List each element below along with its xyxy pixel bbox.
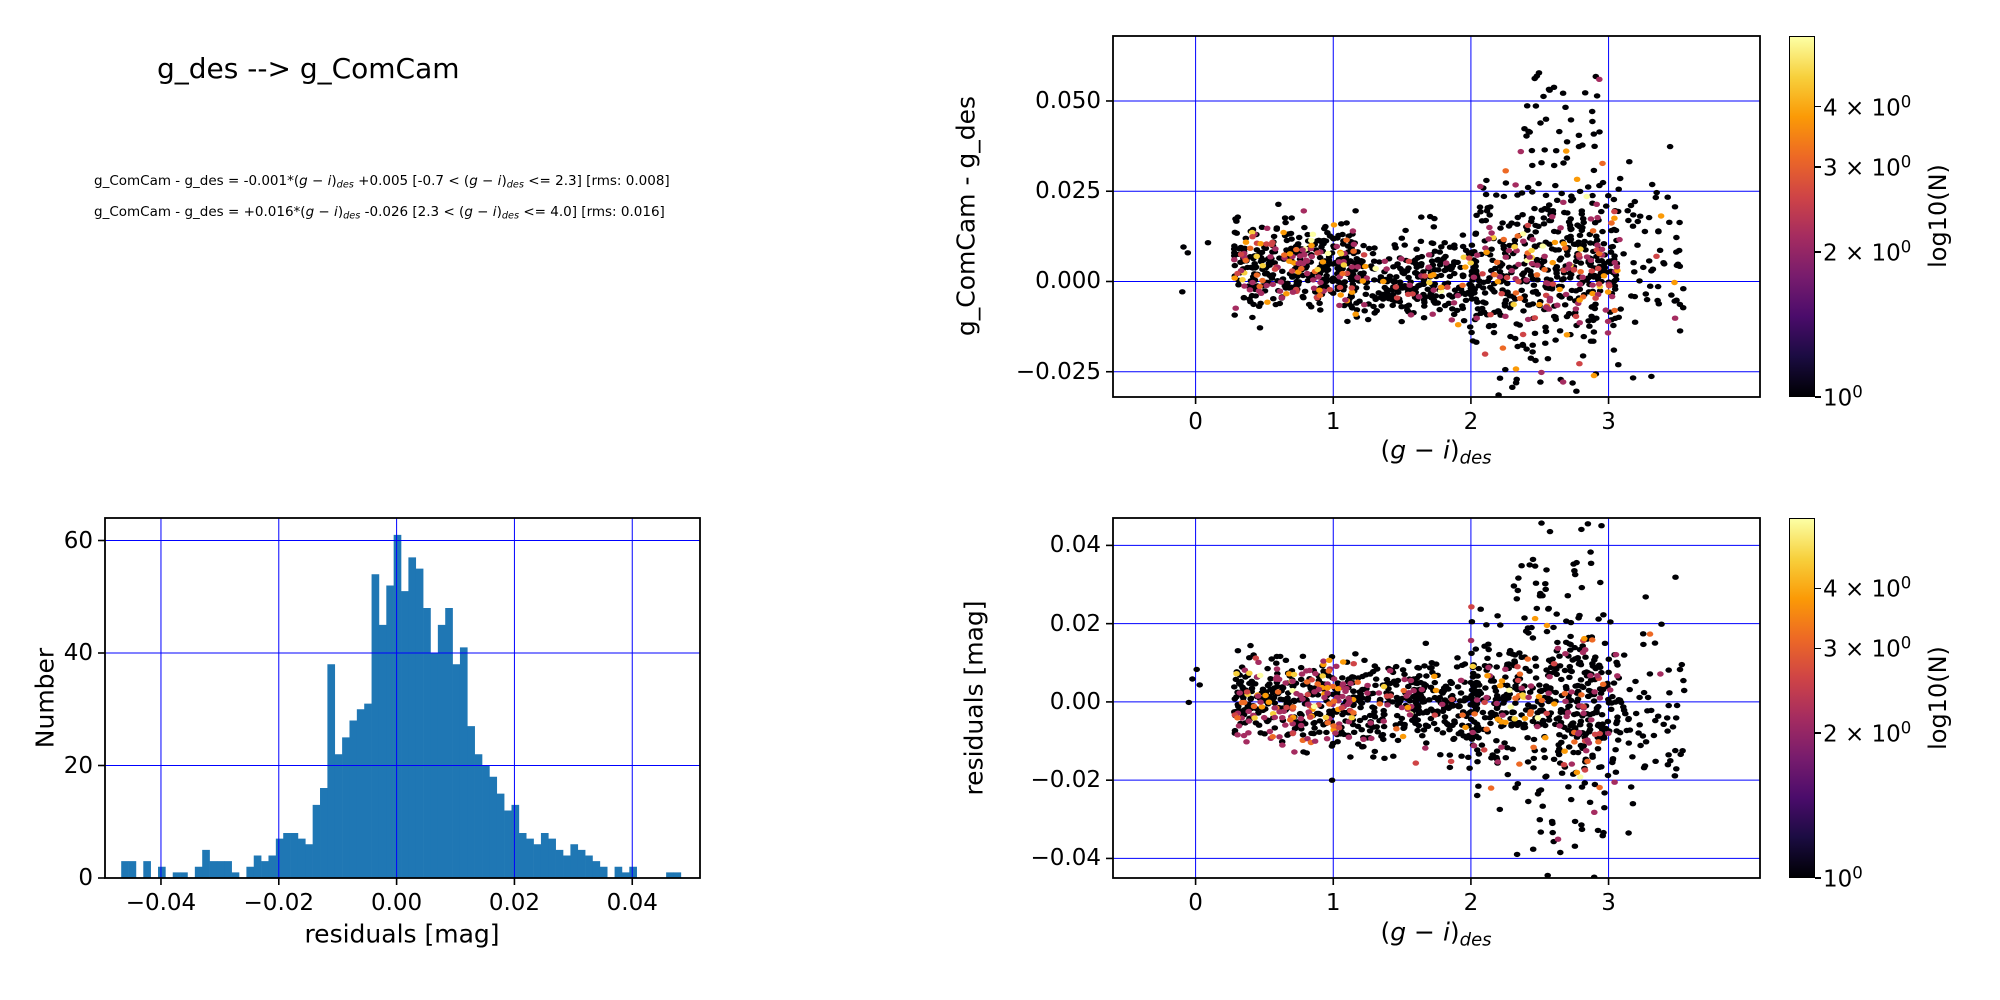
colorbar-tick-label: 3 × 100 [1823,152,1912,182]
scatter_top-ylabel: g_ComCam - g_des [951,95,981,337]
x-tick-label: 3 [1601,409,1616,435]
x-tick-label: 0.02 [488,890,541,916]
colorbar-tick-label: 100 [1823,382,1863,412]
colorbar-tick-mark [1815,105,1821,108]
histogram-svg [98,517,701,885]
colorbar-tick-label: 4 × 100 [1823,573,1912,603]
fit-equation-line-2: g_ComCam - g_des = +0.016*(g − i)des -0.… [94,203,665,222]
colorbar-tick-mark [1815,877,1821,879]
colorbar-top [1789,36,1815,397]
x-tick-label: 2 [1463,890,1479,916]
colorbar-tick-label: 3 × 100 [1823,633,1912,664]
y-tick-label: 20 [63,752,93,779]
histogram-panel: −0.04 −0.02 0.00 0.02 0.04 0 20 40 60 [64,517,701,916]
figure-title: g_des --> g_ComCam [157,52,460,85]
scatter_bottom-xlabel: (g − i)des [1380,917,1492,951]
y-tick-label: 0.025 [1035,178,1101,205]
colorbar-tick-label: 2 × 100 [1823,237,1912,267]
y-tick-label: 0.04 [1049,532,1101,559]
colorbar-tick-mark [1815,165,1821,168]
colorbar-tick-mark [1815,396,1821,398]
y-tick-label: 0.000 [1035,268,1101,295]
top-scatter-panel: 0 1 2 3 0.050 0.025 0.000 −0.025 [1016,35,1761,435]
scatter_top-svg [1106,35,1761,404]
y-tick-label: 0.00 [1049,688,1101,715]
x-tick-label: 2 [1463,409,1479,435]
y-tick-label: 0 [78,865,93,891]
histogram-ylabel: Number [30,647,60,749]
x-tick-label: 3 [1601,890,1616,916]
x-tick-label: −0.02 [243,890,315,916]
colorbar-tick-mark [1815,587,1821,590]
x-tick-label: 0 [1188,409,1203,435]
colorbar-bottom [1789,518,1815,878]
x-tick-label: 1 [1325,890,1341,916]
scatter_bottom-svg [1106,517,1761,885]
x-tick-label: 0.00 [370,890,423,916]
colorbar-axis-label: log10(N) [1924,646,1952,750]
colorbar-tick-mark [1815,250,1821,253]
y-tick-label: −0.04 [1030,845,1101,872]
x-tick-label: 1 [1325,409,1341,435]
colorbar-tick-label: 4 × 100 [1823,91,1912,122]
colorbar-tick-label: 100 [1823,863,1863,893]
y-tick-label: −0.02 [1030,767,1101,794]
colorbar-tick-mark [1815,647,1821,650]
scatter_bottom-ylabel: residuals [mag] [959,600,989,796]
histogram-xlabel: residuals [mag] [304,919,500,949]
x-tick-label: 0.04 [606,890,658,916]
colorbar-axis-label: log10(N) [1924,164,1952,268]
bottom-scatter-panel: 0 1 2 3 0.04 0.02 0.00 −0.02 −0.04 [1031,517,1761,916]
y-tick-label: 0.050 [1035,87,1101,114]
y-tick-label: 40 [63,640,93,666]
y-tick-label: 0.02 [1049,610,1101,637]
x-tick-label: 0 [1188,890,1203,916]
y-tick-label: −0.025 [1015,358,1101,385]
x-tick-label: −0.04 [125,890,197,916]
colorbar-tick-label: 2 × 100 [1823,718,1912,748]
y-tick-label: 60 [63,527,93,554]
fit-equations: g_ComCam - g_des = -0.001*(g − i)des +0.… [94,168,670,229]
scatter_top-xlabel: (g − i)des [1380,435,1492,469]
colorbar-tick-mark [1815,732,1821,734]
fit-equation-line-1: g_ComCam - g_des = -0.001*(g − i)des +0.… [94,173,670,191]
